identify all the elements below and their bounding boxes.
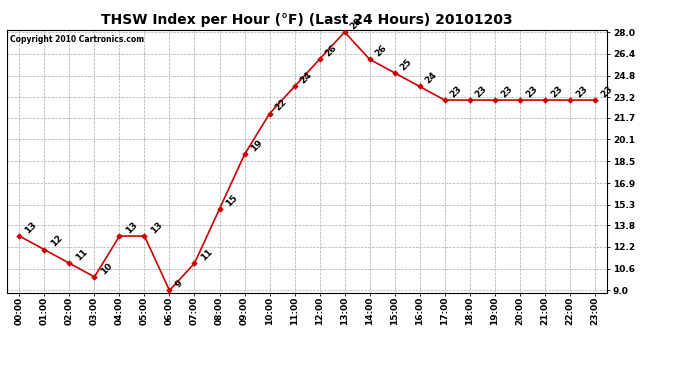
Text: 24: 24 bbox=[424, 70, 439, 86]
Text: 28: 28 bbox=[348, 16, 364, 31]
Text: 25: 25 bbox=[399, 57, 414, 72]
Text: 12: 12 bbox=[48, 234, 63, 249]
Text: 11: 11 bbox=[199, 247, 214, 262]
Text: 23: 23 bbox=[499, 84, 514, 99]
Text: 9: 9 bbox=[174, 279, 184, 290]
Text: 13: 13 bbox=[148, 220, 164, 235]
Title: THSW Index per Hour (°F) (Last 24 Hours) 20101203: THSW Index per Hour (°F) (Last 24 Hours)… bbox=[101, 13, 513, 27]
Text: 11: 11 bbox=[74, 247, 89, 262]
Text: 15: 15 bbox=[224, 193, 239, 208]
Text: 23: 23 bbox=[474, 84, 489, 99]
Text: 26: 26 bbox=[324, 43, 339, 58]
Text: 13: 13 bbox=[23, 220, 39, 235]
Text: 26: 26 bbox=[374, 43, 389, 58]
Text: 23: 23 bbox=[549, 84, 564, 99]
Text: 22: 22 bbox=[274, 98, 289, 113]
Text: 24: 24 bbox=[299, 70, 314, 86]
Text: 19: 19 bbox=[248, 138, 264, 154]
Text: 23: 23 bbox=[574, 84, 589, 99]
Text: 10: 10 bbox=[99, 261, 114, 276]
Text: Copyright 2010 Cartronics.com: Copyright 2010 Cartronics.com bbox=[10, 35, 144, 44]
Text: 23: 23 bbox=[599, 84, 614, 99]
Text: 23: 23 bbox=[524, 84, 539, 99]
Text: 23: 23 bbox=[448, 84, 464, 99]
Text: 13: 13 bbox=[124, 220, 139, 235]
